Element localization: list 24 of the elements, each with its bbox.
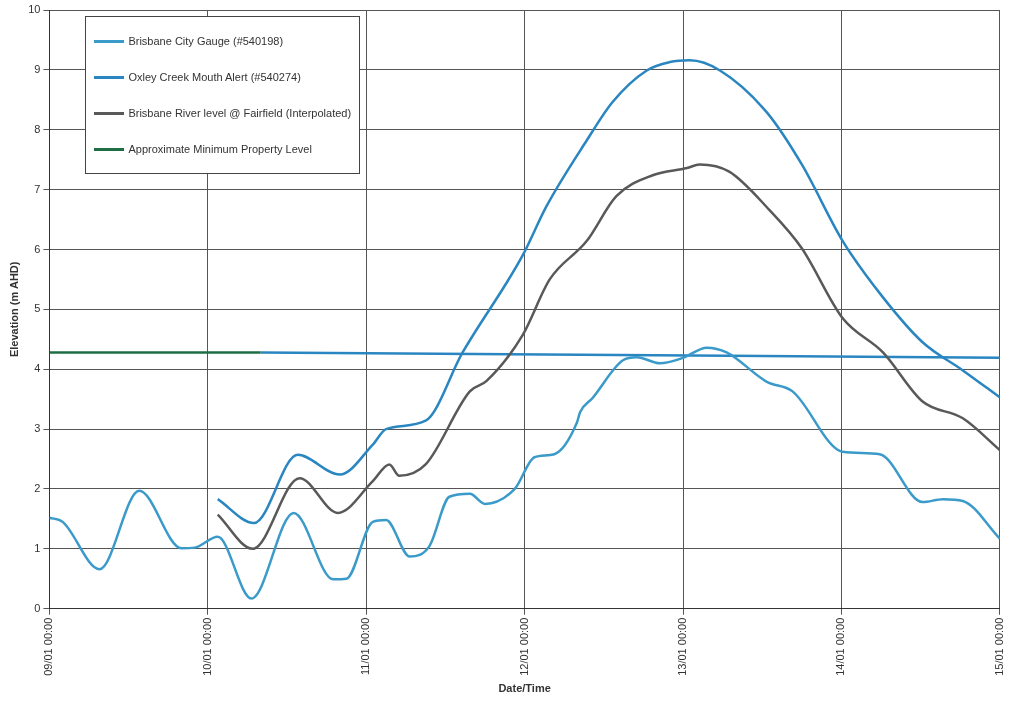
y-tick-label: 7 xyxy=(34,182,41,195)
x-tick-label: 09/01 00:00 xyxy=(42,617,55,676)
x-tick-label: 11/01 00:00 xyxy=(359,617,372,675)
x-tick-label: 14/01 00:00 xyxy=(834,617,847,676)
legend-label: Brisbane City Gauge (#540198) xyxy=(128,35,284,47)
y-tick-label: 6 xyxy=(34,242,41,255)
y-axis-title: Elevation (m AHD) xyxy=(7,261,20,358)
x-tick-label: 13/01 00:00 xyxy=(676,617,689,676)
y-tick-label: 4 xyxy=(34,362,41,375)
y-tick-label: 10 xyxy=(28,3,41,16)
y-tick-label: 0 xyxy=(34,601,41,614)
legend-label: Brisbane River level @ Fairfield (Interpolated) xyxy=(128,107,352,119)
y-tick-label: 3 xyxy=(34,422,41,435)
x-tick-label: 12/01 00:00 xyxy=(517,617,530,676)
x-axis-title: Date/Time xyxy=(498,682,551,695)
y-tick-label: 5 xyxy=(34,302,41,315)
legend-label: Approximate Minimum Property Level xyxy=(128,143,312,155)
x-tick-label: 10/01 00:00 xyxy=(200,617,213,676)
y-tick-label: 2 xyxy=(34,481,41,494)
legend-label: Oxley Creek Mouth Alert (#540274) xyxy=(128,71,301,83)
x-tick-label: 15/01 00:00 xyxy=(992,617,1005,676)
y-tick-label: 8 xyxy=(34,122,41,135)
y-tick-label: 9 xyxy=(34,62,41,75)
y-tick-label: 1 xyxy=(34,541,41,554)
